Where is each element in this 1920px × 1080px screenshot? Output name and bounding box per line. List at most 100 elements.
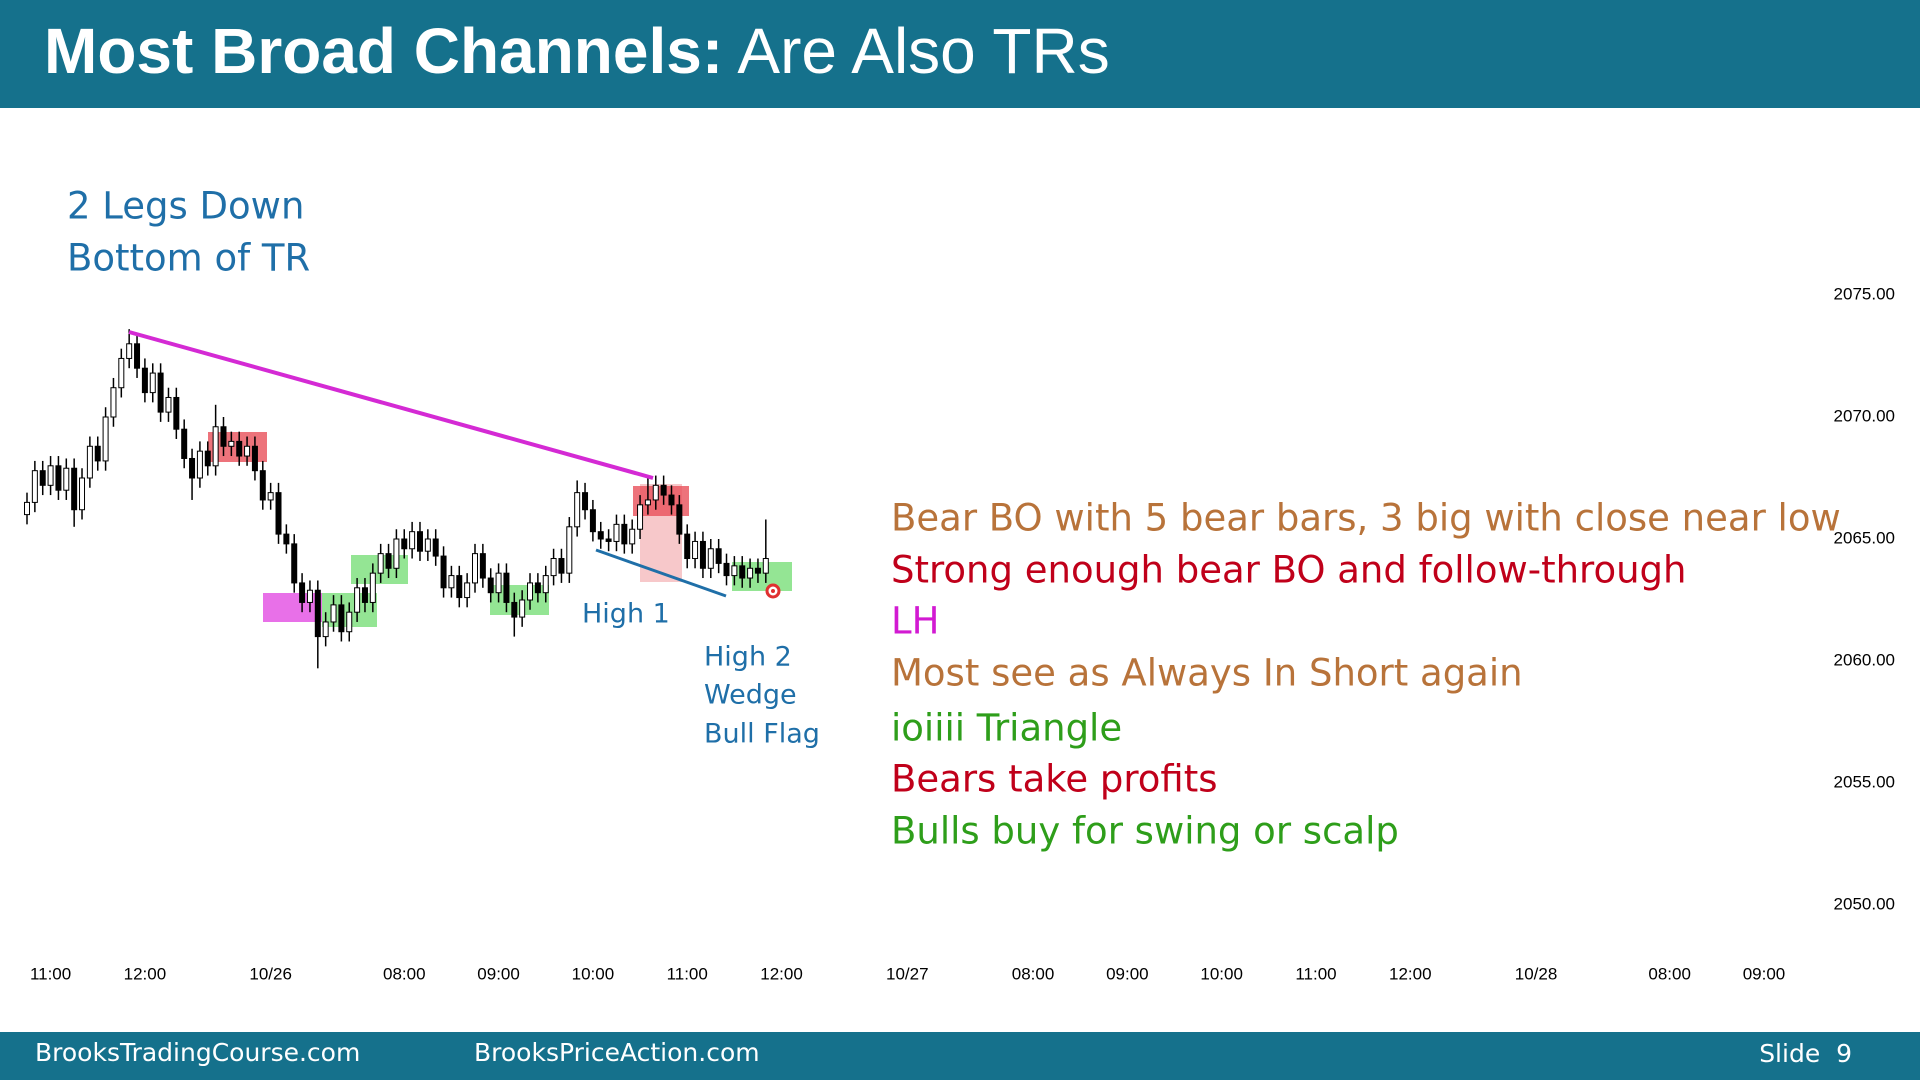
candle-body — [424, 538, 431, 552]
highlight-magenta — [263, 593, 322, 622]
candle-body — [637, 504, 644, 530]
candle-body — [472, 553, 478, 584]
candle-body — [283, 533, 290, 545]
candle-body — [369, 572, 376, 603]
candle-body — [534, 582, 541, 594]
y-tick-label: 2055.00 — [1834, 772, 1895, 791]
candle-body — [754, 567, 761, 574]
candle-body — [291, 543, 298, 584]
y-tick-label: 2060.00 — [1834, 650, 1895, 669]
candle-body — [652, 484, 659, 501]
candle-body — [464, 582, 471, 599]
candle-body — [306, 589, 313, 603]
candle-body — [519, 599, 526, 618]
candle-body — [244, 445, 251, 457]
candle-body — [196, 450, 203, 479]
candle-body — [723, 562, 730, 577]
candle-body — [660, 484, 667, 496]
x-tick-label: 11:00 — [1295, 964, 1336, 983]
candle-body — [432, 538, 439, 557]
candle-body — [495, 572, 502, 594]
candle-body — [126, 343, 133, 359]
candle-body — [715, 548, 722, 564]
candle-body — [605, 538, 612, 542]
candle-body — [267, 492, 274, 501]
header-bar — [0, 0, 1920, 108]
candle-body — [259, 470, 266, 501]
candles — [24, 329, 769, 669]
candle-body — [511, 601, 518, 618]
candle-body — [629, 528, 636, 545]
candle-body — [299, 582, 306, 603]
candle-body — [220, 426, 227, 447]
candle-body — [63, 467, 70, 491]
slide-title: Most Broad Channels: Are Also TRs — [44, 15, 1110, 87]
candle-body — [330, 604, 337, 623]
x-tick-label: 09:00 — [1743, 964, 1786, 983]
x-tick-label: 10:00 — [1200, 964, 1243, 983]
candle-body — [644, 499, 651, 506]
candle-body — [416, 531, 423, 552]
candle-body — [393, 538, 400, 569]
candle-body — [621, 523, 628, 545]
x-tick-label: 10/28 — [1515, 964, 1558, 983]
candle-body — [165, 396, 172, 413]
x-tick-label: 08:00 — [1648, 964, 1691, 983]
x-tick-label: 12:00 — [1389, 964, 1432, 983]
signal-dot-center — [771, 589, 775, 593]
footer-bar — [0, 1032, 1920, 1080]
candle-body — [747, 567, 754, 579]
candle-body — [668, 494, 675, 506]
candle-body — [409, 531, 416, 550]
candle-body — [102, 416, 109, 462]
y-tick-label: 2070.00 — [1834, 406, 1895, 425]
candle-body — [212, 426, 219, 467]
candle-body — [141, 367, 148, 394]
note: Most see as Always In Short again — [891, 652, 1523, 695]
candle-body — [597, 531, 604, 540]
x-tick-label: 11:00 — [667, 964, 708, 983]
x-tick-label: 11:00 — [30, 964, 71, 983]
candle-body — [47, 465, 54, 486]
candle-body — [39, 470, 46, 486]
footer-link: BrooksPriceAction.com — [474, 1038, 760, 1067]
note: Bears take profits — [891, 758, 1218, 801]
annotation: Bull Flag — [704, 719, 820, 750]
candle-body — [71, 467, 78, 511]
x-tick-label: 10/27 — [886, 964, 929, 983]
candle-body — [251, 445, 258, 472]
candle-body — [684, 533, 691, 560]
annotation: Wedge — [704, 680, 797, 711]
candle-body — [79, 477, 86, 511]
candle-body — [613, 523, 620, 542]
candle-body — [487, 577, 494, 594]
title-regular: Are Also TRs — [737, 15, 1109, 87]
candle-body — [94, 445, 101, 462]
highlights — [208, 432, 792, 627]
candle-body — [527, 582, 534, 601]
candle-body — [228, 440, 235, 447]
candle-body — [582, 492, 589, 511]
candle-body — [558, 558, 565, 574]
annotation: 2 Legs Down — [67, 185, 304, 228]
candle-body — [676, 504, 683, 535]
candle-body — [479, 553, 486, 579]
trend-line — [595, 548, 727, 598]
annotation: High 2 — [704, 642, 792, 673]
y-tick-label: 2075.00 — [1834, 284, 1895, 303]
candle-body — [204, 450, 211, 467]
candle-body — [55, 465, 62, 491]
candle-body — [134, 343, 141, 369]
candle-body — [118, 357, 125, 389]
note: Strong enough bear BO and follow-through — [891, 549, 1686, 592]
candle-body — [354, 587, 361, 613]
candle-body — [503, 572, 510, 603]
candle-body — [31, 470, 38, 503]
candle-body — [440, 555, 447, 589]
x-tick-label: 09:00 — [1106, 964, 1149, 983]
note: LH — [891, 600, 939, 643]
candle-body — [401, 538, 408, 550]
candle-body — [149, 372, 156, 394]
note: ioiiii Triangle — [891, 707, 1122, 750]
